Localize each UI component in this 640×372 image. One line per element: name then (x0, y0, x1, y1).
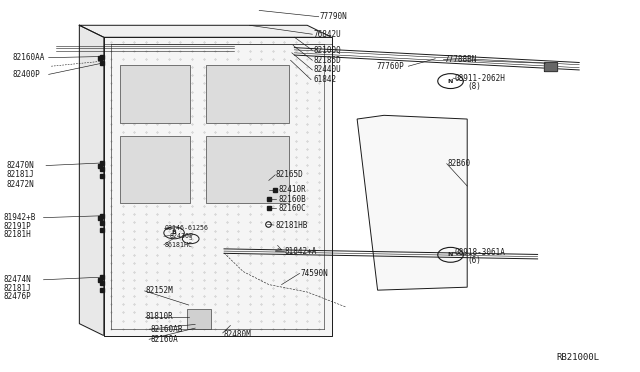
Text: 82160C: 82160C (278, 204, 306, 213)
Text: 82400P: 82400P (13, 70, 40, 79)
Text: 3: 3 (189, 236, 193, 241)
Text: 82152M: 82152M (146, 286, 173, 295)
Text: 81810R: 81810R (146, 312, 173, 321)
Text: 82181HB: 82181HB (275, 221, 308, 230)
Text: 82181J: 82181J (6, 170, 34, 179)
Text: (8): (8) (467, 82, 481, 91)
Text: 82480M: 82480M (224, 330, 252, 339)
Polygon shape (79, 25, 332, 37)
Text: RB21000L: RB21000L (557, 353, 600, 362)
Text: 82B60: 82B60 (448, 159, 471, 168)
Bar (206, 136, 289, 203)
Text: 82185D: 82185D (314, 56, 341, 65)
Text: 82474N: 82474N (3, 275, 31, 284)
Text: 82410R: 82410R (278, 185, 306, 194)
Text: 82470N: 82470N (6, 161, 34, 170)
Text: 82476P: 82476P (3, 292, 31, 301)
Text: B: B (172, 230, 177, 235)
Text: 77788BN: 77788BN (445, 55, 477, 64)
Text: 82160AA: 82160AA (13, 53, 45, 62)
Text: 86181HC: 86181HC (165, 242, 193, 248)
Text: (6): (6) (467, 256, 481, 265)
Text: 08918-3061A: 08918-3061A (454, 248, 505, 257)
Text: 81842+A: 81842+A (285, 247, 317, 256)
Bar (206, 65, 289, 123)
Text: 77760P: 77760P (376, 62, 404, 71)
Text: 82100Q: 82100Q (314, 46, 341, 55)
Text: 08146-61256: 08146-61256 (165, 225, 209, 231)
Text: 82181H: 82181H (3, 230, 31, 239)
Bar (120, 136, 190, 203)
Text: 82191P: 82191P (3, 222, 31, 231)
Text: 61842: 61842 (314, 75, 337, 84)
Bar (120, 65, 190, 123)
Text: 82160B: 82160B (278, 195, 306, 203)
Text: 82165D: 82165D (275, 170, 303, 179)
Text: 76842U: 76842U (314, 30, 341, 39)
Text: 82430P: 82430P (170, 233, 194, 239)
Text: N: N (448, 252, 453, 257)
Text: 82181J: 82181J (3, 284, 31, 293)
Polygon shape (357, 115, 467, 290)
Text: 82160AB: 82160AB (150, 325, 183, 334)
Text: 81942+B: 81942+B (3, 213, 36, 222)
Text: 82440U: 82440U (314, 65, 341, 74)
Polygon shape (544, 62, 557, 71)
Text: N: N (448, 78, 453, 84)
Text: 82472N: 82472N (6, 180, 34, 189)
Bar (187, 309, 211, 329)
Polygon shape (104, 37, 332, 336)
Text: 77790N: 77790N (320, 12, 348, 21)
Polygon shape (79, 25, 104, 336)
Text: 08911-2062H: 08911-2062H (454, 74, 505, 83)
Text: 74590N: 74590N (301, 269, 328, 278)
Text: 82160A: 82160A (150, 335, 178, 344)
